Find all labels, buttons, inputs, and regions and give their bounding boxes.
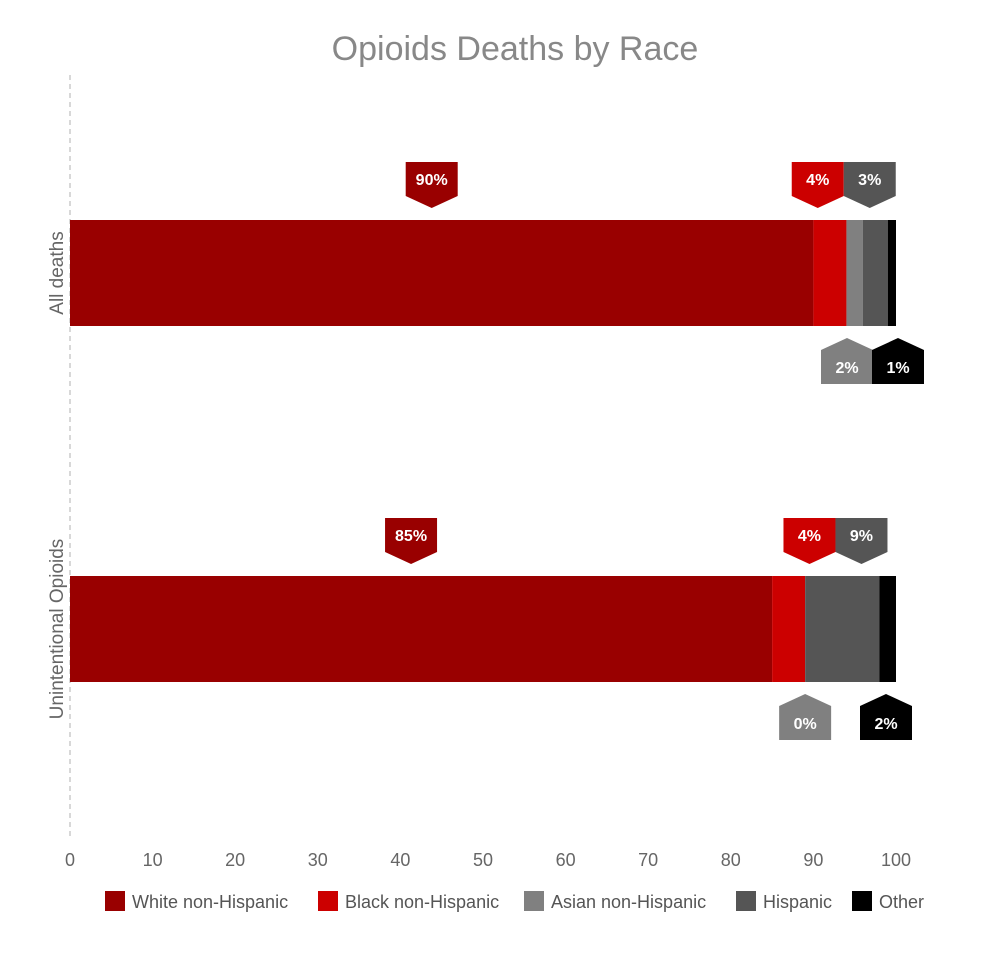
bar-unintentional-opioids-white-non-hispanic [70,576,773,682]
bar-unintentional-opioids-other [879,576,896,682]
bar-all-deaths-black-non-hispanic [813,220,847,326]
legend-swatch-black-non-hispanic [318,891,338,911]
data-labels-group: 90% 4% 3% 2% 1% 85% 4% 9% 0% 2% [385,162,924,740]
data-label-all-deaths-other: 1% [886,360,909,377]
data-label-all-deaths-black-non-hispanic: 4% [806,172,829,189]
data-label-all-deaths-hispanic: 3% [858,172,881,189]
bar-unintentional-opioids-black-non-hispanic [772,576,806,682]
data-label-unintentional-opioids-hispanic: 9% [850,528,873,545]
legend-label-white-non-hispanic: White non-Hispanic [132,892,288,912]
data-label-unintentional-opioids-white-non-hispanic-callout [385,518,438,564]
chart-title: Opioids Deaths by Race [332,30,699,68]
data-label-unintentional-opioids-white-non-hispanic: 85% [395,528,427,545]
data-label-unintentional-opioids-hispanic-callout [835,518,888,564]
bar-all-deaths-other [887,220,896,326]
data-label-unintentional-opioids-black-non-hispanic-callout [783,518,836,564]
data-label-unintentional-opioids-asian-non-hispanic: 0% [794,716,817,733]
bar-all-deaths-hispanic [862,220,888,326]
bars-group [70,220,896,682]
legend-swatch-other [852,891,872,911]
x-tick-label: 100 [881,850,911,870]
category-label-all-deaths: All deaths [47,231,68,314]
legend-label-hispanic: Hispanic [763,892,832,912]
x-axis-ticks: 0 10 20 30 40 50 60 70 80 90 100 [65,850,911,870]
x-tick-label: 90 [803,850,823,870]
bar-all-deaths-asian-non-hispanic [846,220,863,326]
legend-swatch-white-non-hispanic [105,891,125,911]
data-label-all-deaths-black-non-hispanic-callout [791,162,844,208]
x-tick-label: 20 [225,850,245,870]
bar-all-deaths-white-non-hispanic [70,220,814,326]
legend-label-asian-non-hispanic: Asian non-Hispanic [551,892,706,912]
data-label-all-deaths-white-non-hispanic: 90% [416,172,448,189]
data-label-all-deaths-other-callout [872,338,924,384]
x-tick-label: 0 [65,850,75,870]
x-tick-label: 30 [308,850,328,870]
data-label-unintentional-opioids-black-non-hispanic: 4% [798,528,821,545]
data-label-unintentional-opioids-other: 2% [874,716,897,733]
legend-label-black-non-hispanic: Black non-Hispanic [345,892,499,912]
x-tick-label: 40 [390,850,410,870]
bar-unintentional-opioids-hispanic [805,576,880,682]
x-tick-label: 10 [143,850,163,870]
x-tick-label: 60 [556,850,576,870]
legend: White non-Hispanic Black non-Hispanic Asia… [105,891,924,912]
data-label-unintentional-opioids-asian-non-hispanic-callout [779,694,832,740]
legend-swatch-asian-non-hispanic [524,891,544,911]
category-label-unintentional-opioids: Unintentional Opioids [47,539,68,720]
data-label-all-deaths-hispanic-callout [843,162,896,208]
legend-label-other: Other [879,892,924,912]
category-labels-group: All deaths Unintentional Opioids [47,231,68,719]
data-label-all-deaths-asian-non-hispanic: 2% [835,360,858,377]
x-tick-label: 80 [721,850,741,870]
data-label-all-deaths-white-non-hispanic-callout [405,162,458,208]
x-tick-label: 50 [473,850,493,870]
x-tick-label: 70 [638,850,658,870]
legend-swatch-hispanic [736,891,756,911]
data-label-unintentional-opioids-other-callout [860,694,912,740]
data-label-all-deaths-asian-non-hispanic-callout [821,338,873,384]
